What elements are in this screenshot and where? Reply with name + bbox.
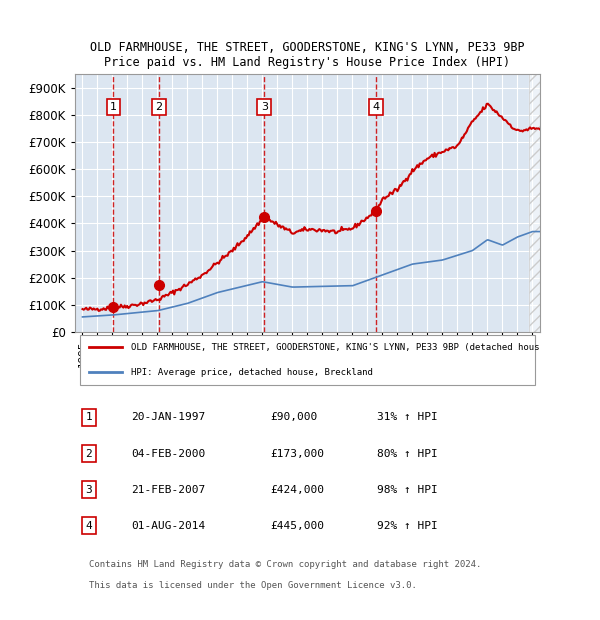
FancyBboxPatch shape <box>80 335 535 385</box>
Text: £90,000: £90,000 <box>270 412 317 422</box>
Text: 04-FEB-2000: 04-FEB-2000 <box>131 448 205 459</box>
Text: 4: 4 <box>373 102 380 112</box>
Text: 3: 3 <box>86 485 92 495</box>
Text: 80% ↑ HPI: 80% ↑ HPI <box>377 448 438 459</box>
Text: £173,000: £173,000 <box>270 448 324 459</box>
Text: 2: 2 <box>86 448 92 459</box>
Text: HPI: Average price, detached house, Breckland: HPI: Average price, detached house, Brec… <box>131 368 373 378</box>
Text: 20-JAN-1997: 20-JAN-1997 <box>131 412 205 422</box>
Text: 01-AUG-2014: 01-AUG-2014 <box>131 521 205 531</box>
Bar <box>529 74 540 332</box>
Text: 98% ↑ HPI: 98% ↑ HPI <box>377 485 438 495</box>
Text: 3: 3 <box>261 102 268 112</box>
Text: 92% ↑ HPI: 92% ↑ HPI <box>377 521 438 531</box>
Text: £445,000: £445,000 <box>270 521 324 531</box>
Text: £424,000: £424,000 <box>270 485 324 495</box>
Text: 31% ↑ HPI: 31% ↑ HPI <box>377 412 438 422</box>
Title: OLD FARMHOUSE, THE STREET, GOODERSTONE, KING'S LYNN, PE33 9BP
Price paid vs. HM : OLD FARMHOUSE, THE STREET, GOODERSTONE, … <box>90 41 525 69</box>
Text: OLD FARMHOUSE, THE STREET, GOODERSTONE, KING'S LYNN, PE33 9BP (detached hous: OLD FARMHOUSE, THE STREET, GOODERSTONE, … <box>131 343 539 352</box>
Text: 21-FEB-2007: 21-FEB-2007 <box>131 485 205 495</box>
Text: 1: 1 <box>110 102 117 112</box>
Bar <box>529 74 540 332</box>
Text: This data is licensed under the Open Government Licence v3.0.: This data is licensed under the Open Gov… <box>89 582 417 590</box>
Text: Contains HM Land Registry data © Crown copyright and database right 2024.: Contains HM Land Registry data © Crown c… <box>89 560 481 569</box>
Text: 2: 2 <box>155 102 163 112</box>
Text: 4: 4 <box>86 521 92 531</box>
Text: 1: 1 <box>86 412 92 422</box>
